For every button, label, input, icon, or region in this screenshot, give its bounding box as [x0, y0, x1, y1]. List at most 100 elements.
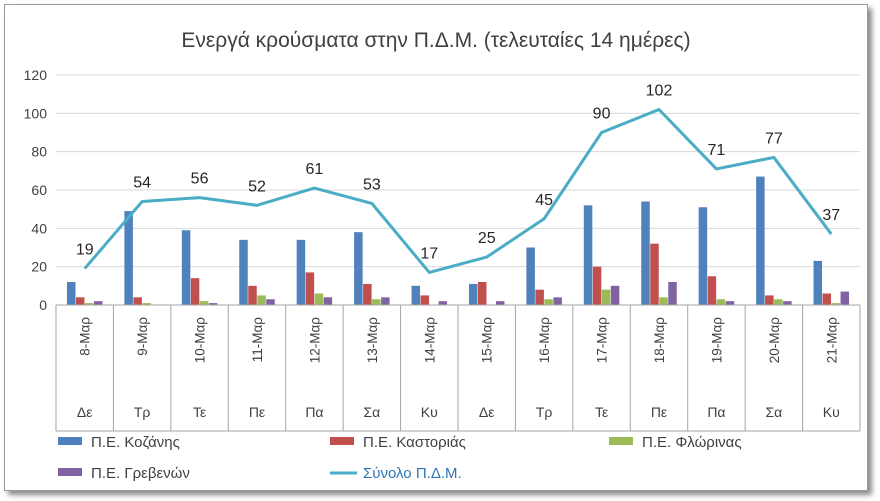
bar — [354, 232, 363, 305]
x-day-label: Πα — [707, 404, 725, 420]
bar — [783, 301, 792, 305]
x-day-label: Τρ — [134, 404, 151, 420]
x-day-label: Πε — [651, 404, 667, 420]
bar — [477, 282, 487, 305]
x-tick-label: 18-Μαρ — [652, 317, 667, 364]
legend-swatch — [330, 437, 354, 445]
legend-label: Π.Ε. Καστοριάς — [363, 434, 466, 451]
bar — [583, 205, 593, 305]
x-tick-label: 13-Μαρ — [365, 317, 380, 364]
bar — [544, 299, 553, 305]
data-label: 54 — [133, 175, 151, 192]
legend-label: Π.Ε. Φλώρινας — [642, 434, 742, 451]
legend-swatch — [609, 437, 633, 445]
data-label: 90 — [593, 106, 611, 123]
y-tick-label: 20 — [31, 259, 47, 275]
x-day-label: Δε — [77, 404, 93, 420]
x-tick-label: 17-Μαρ — [595, 317, 610, 364]
x-tick-label: 8-Μαρ — [78, 317, 93, 356]
bar — [765, 295, 774, 305]
bar — [601, 289, 611, 305]
bar — [208, 303, 218, 305]
data-label: 77 — [765, 130, 783, 147]
x-day-label: Πε — [249, 404, 265, 420]
legend-label: Σύνολο Π.Δ.Μ. — [363, 465, 462, 482]
bar — [813, 260, 823, 305]
bar — [592, 266, 602, 305]
line-series — [83, 108, 833, 274]
bar — [668, 282, 677, 305]
bar — [756, 176, 765, 305]
x-day-label: Σα — [363, 404, 380, 420]
chart-title: Ενεργά κρούσματα στην Π.Δ.Μ. (τελευταίες… — [181, 29, 690, 52]
y-tick-label: 0 — [39, 297, 47, 313]
data-label: 52 — [248, 178, 266, 195]
bar — [526, 247, 535, 305]
data-label: 37 — [822, 207, 840, 224]
y-tick-label: 80 — [31, 144, 47, 160]
legend-label: Π.Ε. Κοζάνης — [91, 434, 180, 451]
bar — [650, 243, 659, 305]
x-tick-label: 9-Μαρ — [135, 317, 150, 356]
chart-frame: Ενεργά κρούσματα στην Π.Δ.Μ. (τελευταίες… — [4, 4, 868, 491]
y-tick-label: 120 — [24, 67, 48, 83]
data-label: 45 — [535, 192, 553, 209]
bar — [133, 297, 142, 305]
bar — [323, 297, 333, 305]
chart-canvas: Ενεργά κρούσματα στην Π.Δ.Μ. (τελευταίες… — [24, 29, 861, 482]
bar — [840, 291, 850, 305]
bar — [381, 297, 390, 305]
bar — [553, 297, 562, 305]
x-tick-label: 11-Μαρ — [250, 317, 265, 363]
x-day-label: Δε — [479, 404, 495, 420]
x-day-label: Κυ — [823, 404, 840, 420]
x-tick-label: 20-Μαρ — [767, 317, 782, 364]
data-label: 17 — [420, 245, 438, 262]
x-day-label: Πα — [305, 404, 323, 420]
x-day-label: Τε — [595, 404, 608, 420]
data-label: 102 — [646, 83, 673, 100]
data-label: 61 — [306, 161, 324, 178]
legend-swatch — [58, 437, 82, 445]
legend-label: Π.Ε. Γρεβενών — [91, 465, 190, 482]
data-label: 71 — [708, 142, 726, 159]
bar — [831, 303, 841, 305]
data-label: 19 — [76, 242, 94, 259]
y-tick-label: 40 — [31, 220, 47, 236]
x-day-label: Σα — [765, 404, 782, 420]
bar — [535, 289, 544, 305]
bar — [75, 297, 85, 305]
bar — [93, 301, 103, 305]
bar — [142, 303, 151, 305]
bar — [181, 230, 191, 305]
bar — [305, 272, 315, 305]
x-tick-label: 15-Μαρ — [480, 317, 495, 364]
bar — [372, 299, 381, 305]
x-tick-label: 10-Μαρ — [193, 317, 208, 364]
y-tick-label: 60 — [31, 182, 47, 198]
bar — [66, 282, 76, 305]
bar — [698, 207, 708, 305]
legend-swatch — [58, 468, 82, 476]
bar — [84, 303, 94, 305]
bar — [190, 278, 200, 305]
bar — [411, 285, 421, 305]
x-day-label: Τρ — [536, 404, 553, 420]
bar — [248, 285, 257, 305]
bar — [495, 301, 505, 305]
x-tick-label: 16-Μαρ — [537, 317, 552, 364]
bar — [314, 293, 324, 305]
data-label: 53 — [363, 176, 381, 193]
bar — [199, 301, 209, 305]
x-tick-label: 14-Μαρ — [422, 317, 437, 364]
bar — [363, 283, 372, 305]
bar — [707, 276, 717, 305]
bar — [659, 297, 668, 305]
bar — [124, 211, 133, 305]
x-tick-label: 12-Μαρ — [307, 317, 322, 364]
bar — [468, 283, 478, 305]
x-day-label: Κυ — [421, 404, 438, 420]
bar — [641, 201, 650, 305]
bar — [257, 295, 266, 305]
bar — [610, 285, 620, 305]
